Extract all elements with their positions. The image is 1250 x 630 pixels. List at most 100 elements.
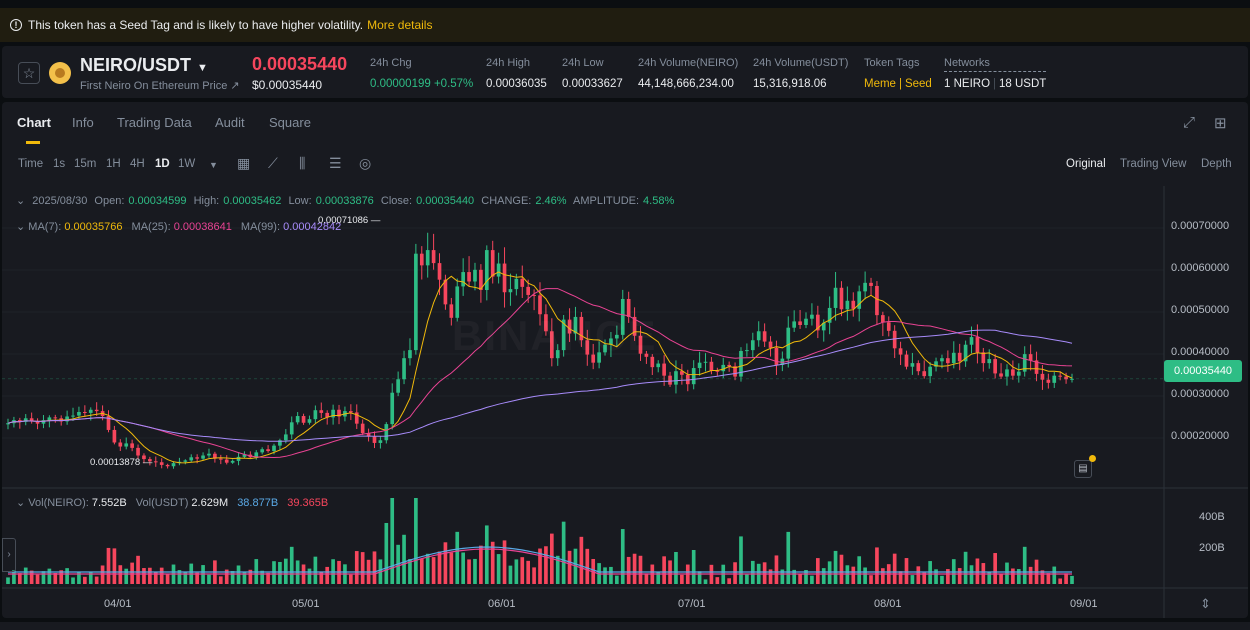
candle-body	[1022, 354, 1027, 372]
candle-body	[272, 445, 276, 452]
volume-bar	[384, 522, 389, 584]
tag-seed[interactable]: Seed	[904, 78, 932, 90]
candle-body	[47, 417, 52, 421]
candle-body	[508, 289, 513, 293]
volume-bar	[266, 572, 270, 584]
y-tick: 0.00070000	[1171, 220, 1230, 232]
stat-value: 0.00033627	[562, 78, 623, 90]
calendar-icon[interactable]: ▦	[237, 155, 251, 171]
volume-bar	[626, 556, 631, 584]
volume-bar	[12, 570, 16, 584]
favorite-star-icon[interactable]: ☆	[18, 62, 40, 84]
amplitude-value: 4.58%	[643, 195, 675, 207]
volume-bar	[419, 558, 424, 584]
stat-24h-volume-neiro: 24h Volume(NEIRO) 44,148,666,234.00	[638, 57, 738, 90]
volume-bar	[768, 569, 773, 584]
volume-bar	[946, 569, 950, 584]
candle-body	[124, 443, 129, 447]
candle-body	[638, 335, 643, 354]
collapse-caret-icon[interactable]: ⌄	[16, 497, 26, 509]
volume-bar	[148, 567, 152, 584]
volume-bar	[821, 568, 826, 584]
scale-toggle-icon[interactable]: ⇕	[1200, 596, 1211, 611]
ma7-line	[7, 271, 1073, 464]
candle-type-icon[interactable]: ⫼	[299, 155, 306, 171]
chart-canvas[interactable]	[2, 186, 1248, 618]
tag-meme[interactable]: Meme	[864, 78, 896, 90]
more-intervals-caret-icon[interactable]: ▼	[209, 160, 218, 170]
pair-label: NEIRO/USDT	[80, 55, 192, 75]
tab-square[interactable]: Square	[269, 115, 311, 130]
candle-body	[313, 410, 318, 420]
tab-info[interactable]: Info	[72, 115, 94, 130]
volume-ma-line	[8, 546, 1072, 573]
stat-label[interactable]: Networks	[944, 57, 1047, 72]
volume-bar	[892, 553, 897, 584]
stat-value: 15,316,918.06	[753, 78, 827, 90]
candle-body	[490, 250, 495, 277]
current-price-tag: 0.00035440	[1164, 360, 1242, 382]
y-tick: 0.00030000	[1171, 388, 1230, 400]
settings-icon[interactable]: ☰	[329, 155, 342, 171]
view-depth[interactable]: Depth	[1201, 158, 1232, 170]
interval-1h[interactable]: 1H	[106, 158, 121, 170]
candle-body	[449, 304, 454, 318]
view-tradingview[interactable]: Trading View	[1120, 158, 1187, 170]
tab-audit[interactable]: Audit	[215, 115, 245, 130]
candle-body	[810, 314, 814, 319]
candle-body	[467, 272, 471, 282]
fullscreen-icon[interactable]: ⤢	[1183, 114, 1196, 131]
stat-24h-change: 24h Chg 0.00000199 +0.57%	[370, 57, 473, 90]
volume-bar	[916, 566, 921, 584]
candle-body	[567, 319, 572, 334]
candle-body	[727, 364, 731, 367]
candle-body	[1064, 376, 1068, 380]
volume-bar	[490, 541, 495, 584]
candle-body	[833, 287, 838, 308]
volume-bar	[313, 556, 318, 584]
ohlc-date: 2025/08/30	[32, 195, 88, 207]
tab-trading-data[interactable]: Trading Data	[117, 115, 192, 130]
target-icon[interactable]: ◎	[359, 155, 372, 171]
indicator-icon[interactable]: ⟋	[268, 155, 278, 171]
ma25-value: 0.00038641	[173, 221, 232, 233]
volume-bar	[780, 569, 785, 584]
volume-bar	[615, 575, 619, 584]
pair-selector[interactable]: NEIRO/USDT ▼	[80, 55, 208, 76]
interval-1s[interactable]: 1s	[53, 158, 66, 170]
vol-ma-a: 38.877B	[237, 497, 279, 509]
candle-body	[354, 412, 359, 424]
interval-15m[interactable]: 15m	[74, 158, 97, 170]
candle-body	[615, 334, 619, 339]
layout-grid-icon[interactable]: ⊞	[1214, 115, 1227, 132]
candle-body	[88, 409, 93, 413]
candle-body	[857, 291, 862, 309]
interval-4h[interactable]: 4H	[130, 158, 145, 170]
view-original[interactable]: Original	[1066, 158, 1106, 170]
candle-body	[721, 364, 726, 372]
news-notification-icon[interactable]: ▤	[1074, 455, 1096, 478]
ma25-line	[7, 288, 1073, 459]
token-price-link[interactable]: First Neiro On Ethereum Price ↗	[80, 79, 240, 92]
tab-chart[interactable]: Chart	[17, 115, 51, 130]
interval-1w[interactable]: 1W	[178, 158, 196, 170]
volume-bar	[857, 556, 862, 584]
binance-watermark: BINANCE	[452, 312, 657, 360]
interval-time[interactable]: Time	[18, 158, 44, 170]
volume-bar	[100, 565, 105, 584]
collapse-caret-icon[interactable]: ⌄	[16, 221, 26, 233]
candle-body	[455, 286, 460, 318]
info-icon: !	[10, 19, 22, 31]
expand-panel-chevron-icon[interactable]: ›	[2, 538, 16, 572]
volume-bar	[467, 559, 471, 584]
more-details-link[interactable]: More details	[367, 18, 433, 32]
volume-bar	[437, 551, 442, 584]
candle-body	[112, 429, 117, 443]
candle-body	[951, 352, 956, 364]
y-tick: 0.00060000	[1171, 262, 1230, 274]
candle-body	[591, 354, 596, 363]
candlestick-chart[interactable]: BINANCE ⌄ 2025/08/30 Open:0.00034599 Hig…	[2, 186, 1248, 618]
collapse-caret-icon[interactable]: ⌄	[16, 195, 26, 207]
interval-1d[interactable]: 1D	[155, 158, 170, 170]
candle-body	[23, 418, 28, 422]
